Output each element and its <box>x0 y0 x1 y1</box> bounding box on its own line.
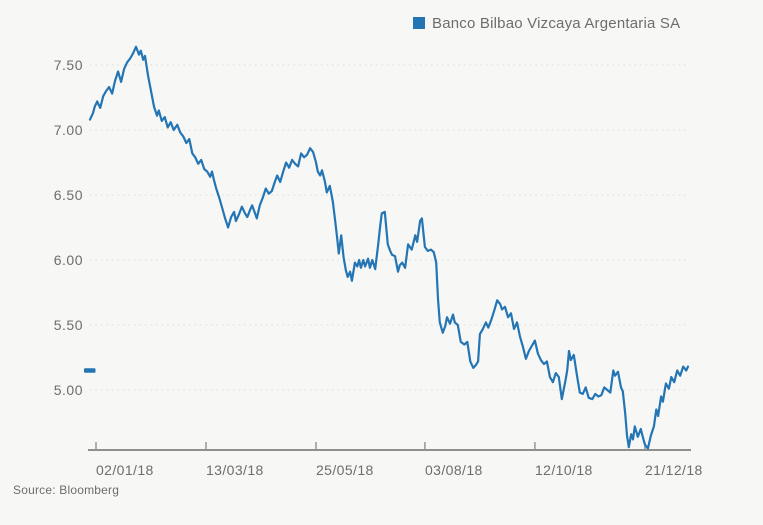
y-axis-tick-label: 6.50 <box>53 187 83 203</box>
y-axis-tick-label: 7.50 <box>53 57 83 73</box>
price-line <box>88 45 690 450</box>
y-axis-tick-label: 5.00 <box>53 382 83 398</box>
y-axis-tick-label: 7.00 <box>53 122 83 138</box>
x-axis-tick-label: 21/12/18 <box>645 462 703 478</box>
y-axis-tick-label: 6.00 <box>53 252 83 268</box>
legend-swatch-icon <box>413 17 425 29</box>
last-price-marker <box>84 368 96 373</box>
legend: Banco Bilbao Vizcaya Argentaria SA <box>413 13 680 33</box>
x-axis-tick-label: 12/10/18 <box>535 462 593 478</box>
y-axis-tick-label: 5.50 <box>53 317 83 333</box>
x-axis-tick-label: 02/01/18 <box>96 462 154 478</box>
x-axis-tick-label: 25/05/18 <box>316 462 374 478</box>
x-axis-tick-label: 03/08/18 <box>425 462 483 478</box>
source-attribution: Source: Bloomberg <box>13 483 120 497</box>
x-axis-tick-label: 13/03/18 <box>206 462 264 478</box>
legend-series-label: Banco Bilbao Vizcaya Argentaria SA <box>432 14 681 32</box>
